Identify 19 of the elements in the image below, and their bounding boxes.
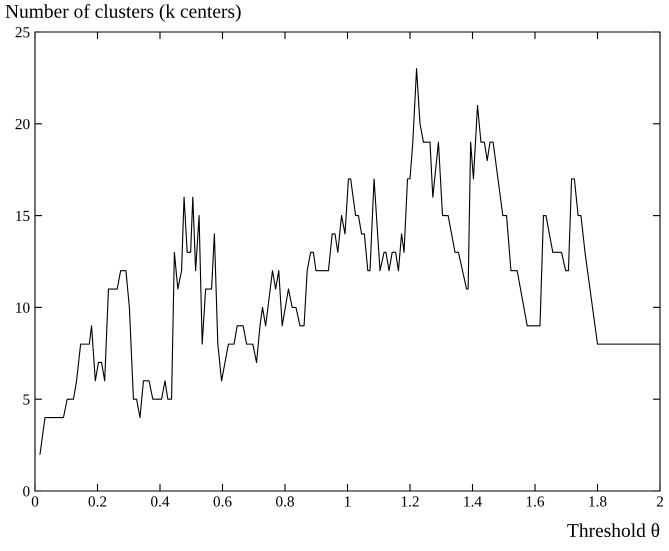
x-tick-label: 0.8 xyxy=(276,496,294,507)
x-tick-label: 0.2 xyxy=(88,496,106,507)
x-tick-label: 1.6 xyxy=(526,496,544,507)
x-tick-label: 0 xyxy=(32,496,38,507)
y-tick-label: 15 xyxy=(16,210,30,222)
y-tick-label: 20 xyxy=(16,118,30,130)
y-tick-label: 25 xyxy=(16,27,30,38)
y-tick-label: 5 xyxy=(23,394,30,405)
x-tick-label: 1.2 xyxy=(402,496,419,507)
x-tick-label: 1.4 xyxy=(464,496,482,507)
x-tick-label: 1.8 xyxy=(589,496,606,507)
x-axis-title: Threshold θ xyxy=(567,523,660,538)
y-tick-label: 0 xyxy=(23,486,30,496)
y-axis-title: Number of clusters (k centers) xyxy=(6,4,241,22)
x-tick-label: 1 xyxy=(345,496,350,506)
x-tick-label: 0.6 xyxy=(214,496,232,507)
x-tick-label: 2 xyxy=(656,496,663,506)
x-tick-label: 0.4 xyxy=(151,496,170,507)
y-tick-label: 10 xyxy=(16,302,30,313)
